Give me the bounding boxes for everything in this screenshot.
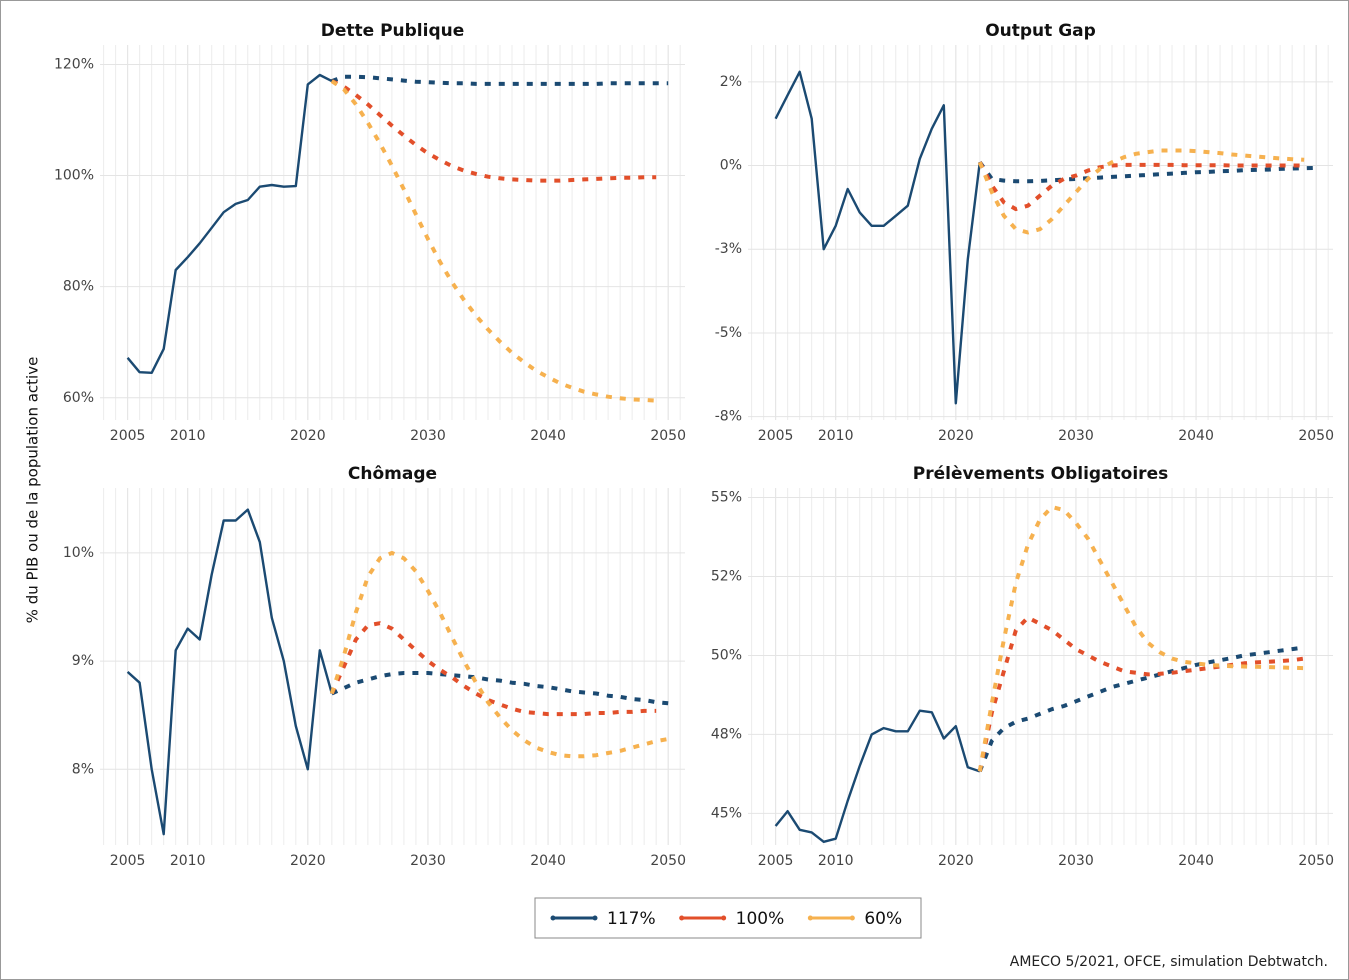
x-tick-label: 2020 xyxy=(290,853,326,869)
y-tick-label: -3% xyxy=(715,241,742,257)
x-tick-label: 2030 xyxy=(1058,853,1094,869)
y-axis-label: % du PIB ou de la population active xyxy=(24,357,42,624)
x-tick-label: 2010 xyxy=(170,428,206,444)
y-tick-label: 55% xyxy=(711,489,742,505)
x-tick-label: 2040 xyxy=(1178,853,1214,869)
legend-dot xyxy=(721,915,727,921)
y-tick-label: 2% xyxy=(720,74,742,90)
y-tick-label: 120% xyxy=(54,56,94,72)
legend-dot xyxy=(807,915,813,921)
projection-line xyxy=(977,645,1305,773)
legend-dot xyxy=(550,915,556,921)
projection-line xyxy=(330,79,657,183)
projection-line xyxy=(329,621,657,717)
y-tick-label: 52% xyxy=(711,568,742,584)
y-tick-label: 50% xyxy=(711,647,742,663)
projection-line xyxy=(977,615,1305,772)
panel-title: Prélèvements Obligatoires xyxy=(913,464,1168,484)
projection-line xyxy=(331,74,669,86)
x-tick-label: 2040 xyxy=(1178,428,1214,444)
x-tick-label: 2005 xyxy=(110,853,146,869)
legend-label: 100% xyxy=(736,909,785,929)
y-tick-label: 0% xyxy=(720,158,742,174)
y-tick-label: 80% xyxy=(63,279,94,295)
x-tick-label: 2040 xyxy=(530,853,566,869)
y-tick-label: 48% xyxy=(711,726,742,742)
x-tick-label: 2005 xyxy=(110,428,146,444)
y-tick-label: 9% xyxy=(72,653,94,669)
history-line xyxy=(126,73,333,374)
projection-line xyxy=(977,505,1305,772)
x-tick-label: 2050 xyxy=(650,428,686,444)
projection-line xyxy=(977,148,1305,235)
panel-title: Chômage xyxy=(348,464,437,484)
legend-dot xyxy=(592,915,598,921)
legend-dot xyxy=(849,915,855,921)
x-tick-label: 2020 xyxy=(290,428,326,444)
x-tick-label: 2005 xyxy=(758,428,794,444)
legend-label: 117% xyxy=(607,909,656,929)
projection-line xyxy=(978,161,1305,212)
panel-title: Output Gap xyxy=(985,21,1096,41)
x-tick-label: 2040 xyxy=(530,428,566,444)
x-tick-label: 2030 xyxy=(410,853,446,869)
y-tick-label: 100% xyxy=(54,168,94,184)
x-tick-label: 2030 xyxy=(410,428,446,444)
x-tick-label: 2050 xyxy=(1298,428,1334,444)
x-tick-label: 2050 xyxy=(650,853,686,869)
x-tick-label: 2010 xyxy=(170,853,206,869)
y-tick-label: 10% xyxy=(63,545,94,561)
y-tick-label: 60% xyxy=(63,390,94,406)
x-tick-label: 2020 xyxy=(938,428,974,444)
history-line xyxy=(774,709,981,843)
x-tick-label: 2005 xyxy=(758,853,794,869)
panel-title: Dette Publique xyxy=(321,21,465,41)
history-line xyxy=(126,508,333,836)
y-tick-label: -5% xyxy=(715,325,742,341)
x-tick-label: 2010 xyxy=(818,428,854,444)
history-line xyxy=(774,70,981,405)
source: AMECO 5/2021, OFCE, simulation Debtwatch… xyxy=(1010,954,1328,970)
y-tick-label: 8% xyxy=(72,761,94,777)
legend-label: 60% xyxy=(864,909,902,929)
legend-dot xyxy=(679,915,685,921)
legend-box xyxy=(534,897,922,939)
y-tick-label: 45% xyxy=(711,805,742,821)
projection-line xyxy=(330,671,669,706)
y-tick-label: -8% xyxy=(715,409,742,425)
x-tick-label: 2030 xyxy=(1058,428,1094,444)
x-tick-label: 2020 xyxy=(938,853,974,869)
x-tick-label: 2050 xyxy=(1298,853,1334,869)
x-tick-label: 2010 xyxy=(818,853,854,869)
